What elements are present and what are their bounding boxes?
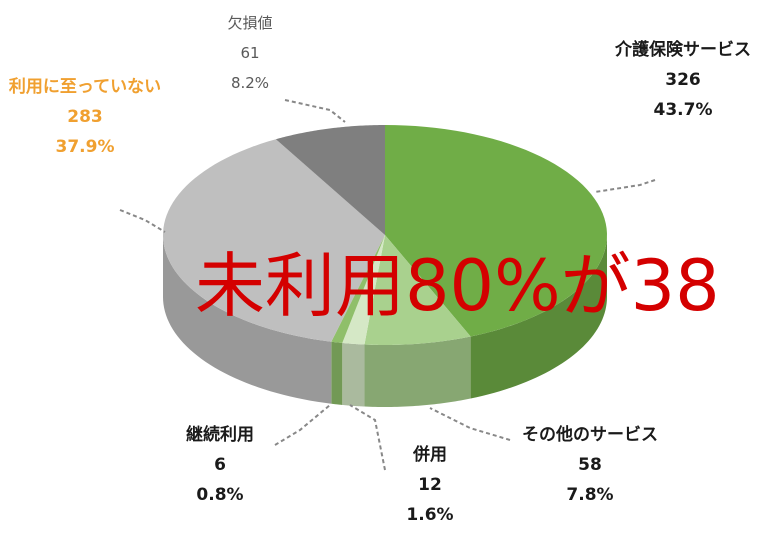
pie-sides [163,235,607,407]
value-label: 58 [578,455,602,475]
slice-label: その他のサービス 58 7.8% [505,420,675,510]
percent-label: 8.2% [230,74,270,92]
category-label: 併用 [413,445,447,465]
pie-tops [163,125,607,345]
slice-label: 併用 12 1.6% [390,440,470,530]
leader-line [594,179,656,193]
slice-side [470,235,607,399]
leader-line [274,404,331,446]
category-label: 欠損値 [227,14,273,32]
value-label: 12 [418,475,442,495]
category-label: 利用に至っていない [8,77,162,97]
leader-line [429,407,511,441]
slice [275,125,385,235]
slice-side [342,342,365,407]
category-label: その他のサービス [522,425,658,445]
category-label: 継続利用 [186,425,254,445]
slice [385,125,607,337]
annotation: 未利用80%が38 [195,245,720,327]
percent-label: 0.8% [196,485,244,505]
slice-label: 継続利用 6 0.8% [165,420,275,510]
slice-label: 介護保険サービス 326 43.7% [598,35,768,125]
value-label: 61 [240,44,260,62]
slice-label: 欠損値 61 8.2% [205,8,295,98]
percent-label: 1.6% [406,505,454,525]
slice [342,235,385,345]
slice-label: 利用に至っていない 283 37.9% [5,72,165,162]
slice-side [163,235,332,404]
percent-label: 7.8% [566,485,614,505]
slice [364,235,471,345]
percent-label: 43.7% [653,100,713,120]
leader-lines [119,99,656,471]
slice [331,235,385,343]
leader-line [284,99,346,123]
value-label: 283 [67,107,103,127]
category-label: 介護保険サービス [615,40,751,60]
slice-side [331,341,343,405]
leader-line [349,404,386,471]
leader-line [119,209,166,233]
value-label: 6 [214,455,226,475]
value-label: 326 [665,70,701,90]
percent-label: 37.9% [55,137,115,157]
slice [163,139,385,342]
slice-side [364,336,471,407]
